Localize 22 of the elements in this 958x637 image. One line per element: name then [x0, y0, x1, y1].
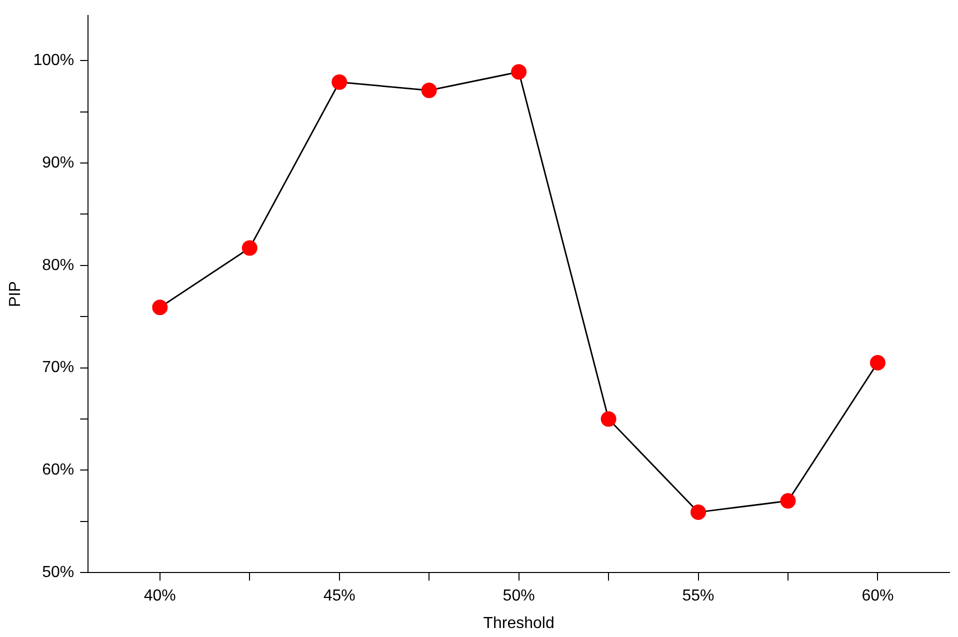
- y-tick-label: 70%: [42, 359, 74, 376]
- x-tick-label: 60%: [862, 588, 894, 605]
- x-axis-title: Threshold: [483, 614, 554, 632]
- x-tick-label: 45%: [323, 588, 356, 605]
- point: [690, 504, 706, 520]
- y-tick-label: 50%: [42, 564, 74, 582]
- y-tick-label: 90%: [42, 154, 74, 172]
- point: [780, 493, 796, 509]
- x-tick-label: 50%: [502, 588, 535, 605]
- x-tick-label: 40%: [144, 588, 176, 605]
- point: [242, 240, 258, 256]
- y-tick-label: 100%: [33, 52, 74, 70]
- y-axis-title: PIP: [7, 281, 24, 307]
- point: [152, 300, 168, 316]
- point: [600, 411, 616, 427]
- x-tick-label: 55%: [682, 588, 714, 605]
- point: [332, 74, 348, 90]
- point: [511, 64, 527, 80]
- point: [870, 354, 886, 370]
- point: [421, 82, 437, 98]
- y-tick-label: 60%: [42, 462, 74, 479]
- y-tick-label: 80%: [42, 256, 74, 274]
